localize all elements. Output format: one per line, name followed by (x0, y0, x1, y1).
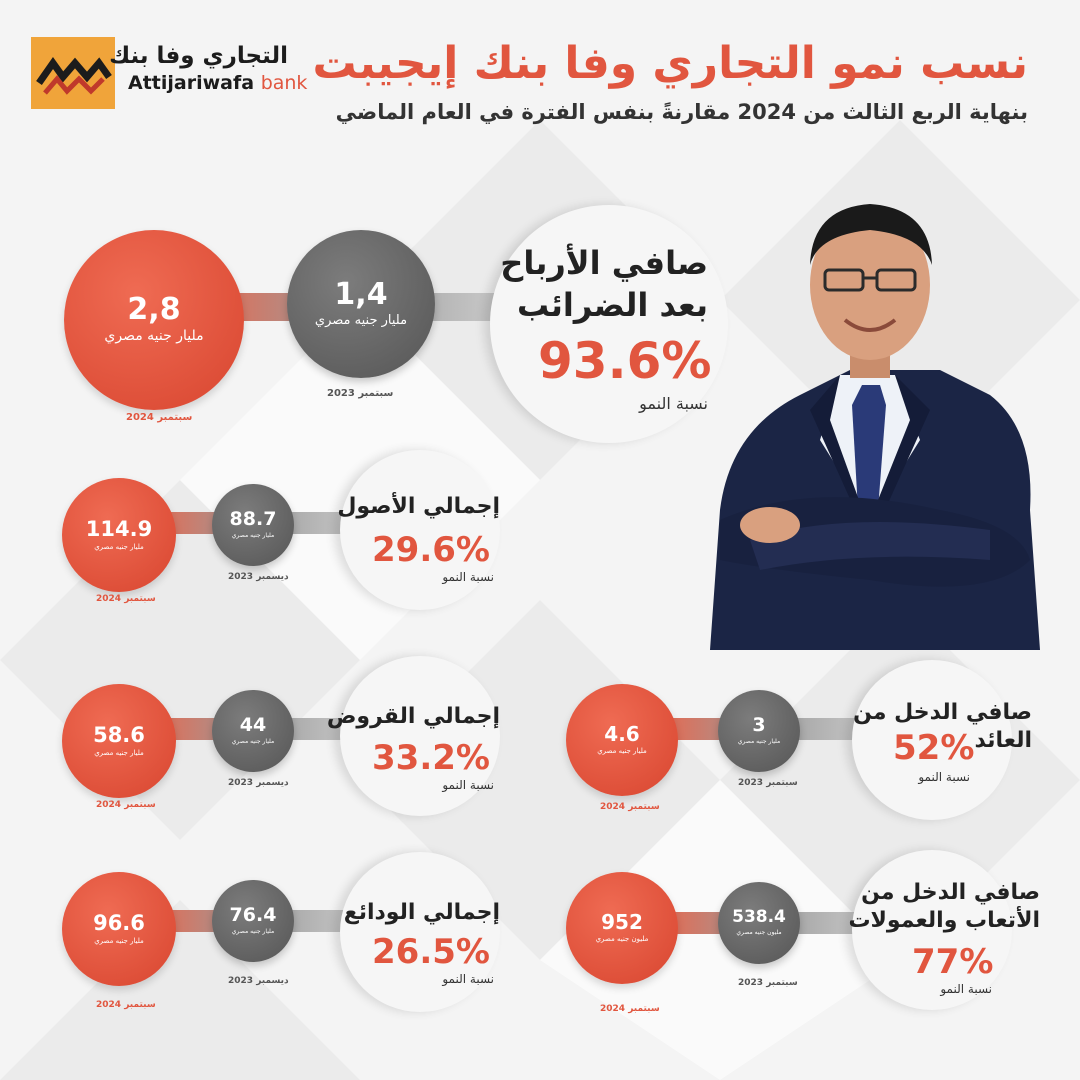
deposits-growth-label: نسبة النمو (442, 972, 494, 986)
loans-current-value: 58.6 (93, 722, 145, 747)
deposits-previous-date: ديسمبر 2023 (228, 976, 289, 986)
executive-portrait (710, 204, 1040, 650)
interest-current-circle: 4.6 مليار جنيه مصري (566, 684, 678, 796)
profits-label-line1: صافي الأرباح (500, 244, 708, 282)
deposits-current-circle: 96.6 مليار جنيه مصري (62, 872, 176, 986)
page-subtitle: بنهاية الربع الثالث من 2024 مقارنةً بنفس… (335, 100, 1028, 124)
assets-previous-unit: مليار جنيه مصري (231, 532, 275, 540)
interest-arc (852, 660, 1012, 820)
profits-previous-value: 1,4 (334, 276, 388, 312)
logo-english-main: Attijariwafa (128, 72, 255, 94)
fees-previous-unit: مليون جنيه مصري (736, 929, 782, 937)
interest-previous-date: سبتمبر 2023 (738, 778, 798, 788)
deposits-previous-unit: مليار جنيه مصري (231, 928, 275, 936)
fees-current-value: 952 (601, 910, 643, 935)
assets-arc (340, 450, 500, 610)
fees-previous-date: سبتمبر 2023 (738, 978, 798, 988)
profits-arc (490, 205, 728, 443)
deposits-previous-circle: 76.4 مليار جنيه مصري (212, 880, 294, 962)
interest-current-value: 4.6 (604, 722, 640, 747)
profits-current-unit: مليار جنيه مصري (104, 328, 204, 345)
fees-growth-pct: 77% (912, 942, 994, 982)
profits-current-date: سبتمبر 2024 (126, 412, 193, 423)
loans-previous-circle: 44 مليار جنيه مصري (212, 690, 294, 772)
profits-previous-circle: 1,4 مليار جنيه مصري (287, 230, 435, 378)
profits-growth-label: نسبة النمو (639, 394, 708, 413)
logo-english-bank: bank (260, 72, 308, 94)
interest-current-unit: مليار جنيه مصري (597, 747, 647, 756)
fees-label-line1: صافي الدخل من (861, 880, 1040, 905)
loans-current-circle: 58.6 مليار جنيه مصري (62, 684, 176, 798)
loans-previous-date: ديسمبر 2023 (228, 778, 289, 788)
fees-previous-value: 538.4 (732, 907, 786, 928)
assets-current-value: 114.9 (85, 516, 153, 541)
fees-arc (852, 850, 1012, 1010)
deposits-arc (340, 852, 500, 1012)
fees-current-date: سبتمبر 2024 (600, 1004, 660, 1014)
fees-current-unit: مليون جنيه مصري (595, 935, 649, 944)
interest-previous-unit: مليار جنيه مصري (737, 738, 781, 746)
logo-english: Attijariwafa bank (128, 72, 307, 94)
loans-growth-pct: 33.2% (372, 738, 490, 778)
deposits-previous-value: 76.4 (229, 904, 277, 927)
profits-previous-date: سبتمبر 2023 (327, 388, 394, 399)
assets-growth-pct: 29.6% (372, 530, 490, 570)
deposits-current-unit: مليار جنيه مصري (94, 936, 144, 945)
logo-mark (31, 37, 115, 109)
interest-current-date: سبتمبر 2024 (600, 802, 660, 812)
assets-previous-date: ديسمبر 2023 (228, 572, 289, 582)
assets-current-date: سبتمبر 2024 (96, 594, 156, 604)
interest-label-line1: صافي الدخل من (853, 700, 1032, 725)
interest-growth-pct: 52% (893, 728, 975, 768)
logo-arabic: التجاري وفا بنك (109, 43, 288, 69)
deposits-label: إجمالي الودائع (343, 900, 500, 925)
loans-label: إجمالي القروض (326, 704, 500, 729)
deposits-current-value: 96.6 (93, 910, 145, 935)
fees-growth-label: نسبة النمو (940, 982, 992, 996)
assets-current-circle: 114.9 مليار جنيه مصري (62, 478, 176, 592)
deposits-current-date: سبتمبر 2024 (96, 1000, 156, 1010)
profits-label-line2: بعد الضرائب (517, 286, 708, 324)
loans-previous-value: 44 (239, 714, 267, 737)
fees-previous-circle: 538.4 مليون جنيه مصري (718, 882, 800, 964)
loans-current-date: سبتمبر 2024 (96, 800, 156, 810)
fees-current-circle: 952 مليون جنيه مصري (566, 872, 678, 984)
profits-growth-pct: 93.6% (538, 332, 712, 390)
profits-current-circle: 2,8 مليار جنيه مصري (64, 230, 244, 410)
profits-current-value: 2,8 (127, 292, 181, 328)
assets-previous-value: 88.7 (229, 508, 277, 531)
interest-previous-value: 3 (752, 714, 766, 737)
fees-label-line2: الأتعاب والعمولات (848, 908, 1040, 933)
interest-label-line2: العائد (974, 728, 1032, 753)
interest-previous-circle: 3 مليار جنيه مصري (718, 690, 800, 772)
assets-previous-circle: 88.7 مليار جنيه مصري (212, 484, 294, 566)
profits-previous-unit: مليار جنيه مصري (314, 312, 408, 328)
loans-previous-unit: مليار جنيه مصري (231, 738, 275, 746)
logo-zigzag-icon (36, 56, 112, 95)
interest-growth-label: نسبة النمو (918, 770, 970, 784)
loans-arc (340, 656, 500, 816)
deposits-growth-pct: 26.5% (372, 932, 490, 972)
assets-label: إجمالي الأصول (337, 494, 500, 519)
page-title: نسب نمو التجاري وفا بنك إيجيبت (312, 38, 1028, 89)
loans-growth-label: نسبة النمو (442, 778, 494, 792)
assets-growth-label: نسبة النمو (442, 570, 494, 584)
loans-current-unit: مليار جنيه مصري (94, 748, 144, 757)
assets-current-unit: مليار جنيه مصري (94, 542, 144, 551)
